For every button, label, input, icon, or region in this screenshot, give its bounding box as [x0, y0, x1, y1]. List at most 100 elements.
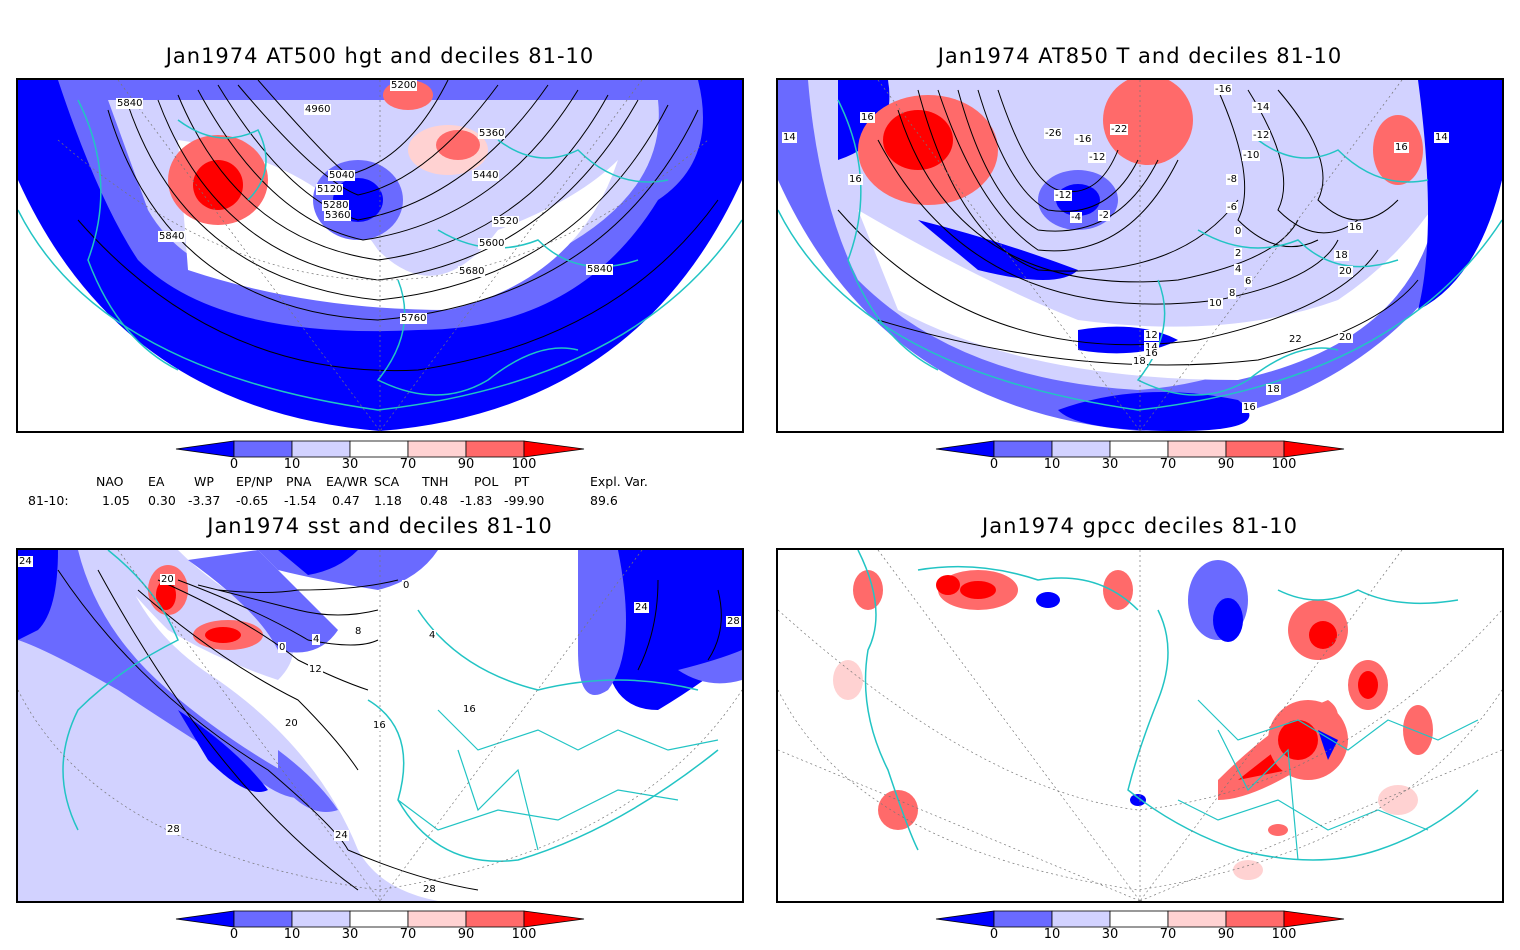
colorbar-swatch [523, 910, 585, 928]
colorbar-t850: 0 10 30 70 90 100 [932, 440, 1352, 480]
map-panel-t850: 14 16 16 -26 -16 -22 -12 -12 -16 -14 -12… [776, 78, 1504, 433]
colorbar-ticks: 0 10 30 70 90 100 [172, 457, 592, 473]
colorbar-tick: 30 [341, 927, 359, 942]
contour-label: -12 [1054, 190, 1073, 201]
index-value: 0.30 [148, 493, 176, 508]
contour-label: 5040 [328, 170, 356, 181]
contour-label: 18 [1132, 356, 1147, 367]
contour-label: 24 [18, 556, 33, 567]
panel-title-hgt500: Jan1974 AT500 hgt and deciles 81-10 [165, 44, 595, 68]
colorbar-swatch [175, 440, 235, 458]
colorbar-tick: 100 [1271, 927, 1297, 942]
colorbar-swatch [1167, 910, 1227, 928]
index-header: PNA [286, 474, 312, 489]
colorbar-swatch [993, 440, 1053, 458]
contour-label: -12 [1088, 152, 1107, 163]
colorbar-tick: 100 [511, 927, 537, 942]
colorbar-swatch [465, 910, 525, 928]
colorbar-tick: 10 [283, 927, 301, 942]
contour-label: -16 [1074, 134, 1093, 145]
index-value: 1.05 [102, 493, 130, 508]
panel-title-gpcc: Jan1974 gpcc deciles 81-10 [982, 514, 1298, 538]
contour-label: -12 [1252, 130, 1271, 141]
colorbar-tick: 0 [989, 457, 999, 472]
contour-label: -10 [1242, 150, 1261, 161]
colorbar-swatch [1051, 440, 1111, 458]
colorbar-tick: 90 [457, 927, 475, 942]
colorbar-swatch [233, 910, 293, 928]
contour-label: 5360 [478, 128, 506, 139]
contour-label: 14 [782, 132, 797, 143]
index-header: PT [514, 474, 530, 489]
contour-label: 4 [1234, 264, 1243, 275]
colorbar-swatches [175, 910, 585, 928]
index-value: -1.83 [460, 493, 493, 508]
contour-label: 14 [1144, 342, 1159, 353]
colorbar-swatch [1283, 910, 1345, 928]
colorbar-tick: 70 [399, 927, 417, 942]
contour-label: 5200 [390, 80, 418, 91]
index-value: -0.65 [236, 493, 269, 508]
map-panel-sst: 24 20 0 4 8 12 16 20 24 28 28 16 24 28 0… [16, 548, 744, 903]
colorbar-tick: 70 [399, 457, 417, 472]
index-value: -1.54 [284, 493, 317, 508]
contour-label: -8 [1226, 174, 1238, 185]
index-value: 89.6 [590, 493, 618, 508]
contour-label: -4 [1070, 212, 1082, 223]
colorbar-swatch [935, 440, 995, 458]
colorbar-tick: 30 [1101, 457, 1119, 472]
contour-label: 5760 [400, 313, 428, 324]
contour-label: 5120 [316, 184, 344, 195]
contour-label: 16 [1394, 142, 1409, 153]
colorbar-swatches [175, 440, 585, 458]
contour-label: 28 [422, 884, 437, 895]
index-header: POL [474, 474, 499, 489]
index-header: Expl. Var. [590, 474, 648, 489]
contour-label: 5680 [458, 266, 486, 277]
colorbar-tick: 0 [229, 457, 239, 472]
contour-label: 28 [166, 824, 181, 835]
contour-label: 20 [284, 718, 299, 729]
panel-title-sst: Jan1974 sst and deciles 81-10 [207, 514, 553, 538]
colorbar-hgt500: 0 10 30 70 90 100 [172, 440, 592, 480]
colorbar-sst: 0 10 30 70 90 100 [172, 910, 592, 950]
contour-label: 16 [462, 704, 477, 715]
colorbar-swatches [935, 910, 1345, 928]
contour-label: 16 [372, 720, 387, 731]
colorbar-tick: 10 [1043, 927, 1061, 942]
colorbar-swatch [1051, 910, 1111, 928]
map-panel-hgt500: 5840 4960 5200 5040 5120 5280 5360 5360 … [16, 78, 744, 433]
colorbar-ticks: 0 10 30 70 90 100 [172, 927, 592, 943]
colorbar-swatch [349, 910, 409, 928]
index-value: 1.18 [374, 493, 402, 508]
colorbar-swatch [1225, 910, 1285, 928]
contour-label: 14 [1434, 132, 1449, 143]
colorbar-tick: 70 [1159, 927, 1177, 942]
contour-label: 10 [1208, 298, 1223, 309]
colorbar-swatch [993, 910, 1053, 928]
colorbar-tick: 30 [1101, 927, 1119, 942]
colorbar-swatch [935, 910, 995, 928]
contour-label: 2 [1234, 248, 1243, 259]
colorbar-swatch [291, 440, 351, 458]
contour-label: -6 [1226, 202, 1238, 213]
colorbar-tick: 90 [1217, 457, 1235, 472]
contour-label: 28 [726, 616, 741, 627]
contour-label: 0 [1234, 226, 1243, 237]
contour-label: -14 [1252, 102, 1271, 113]
index-header: SCA [374, 474, 400, 489]
index-value: -99.90 [504, 493, 545, 508]
colorbar-tick: 10 [283, 457, 301, 472]
colorbar-swatch [523, 440, 585, 458]
colorbar-ticks: 0 10 30 70 90 100 [932, 457, 1352, 473]
index-header: EP/NP [236, 474, 273, 489]
index-header: EA/WR [326, 474, 368, 489]
contour-label: 20 [1338, 332, 1353, 343]
index-value: -3.37 [188, 493, 221, 508]
contour-label: 5360 [324, 210, 352, 221]
colorbar-tick: 10 [1043, 457, 1061, 472]
contour-label: 5840 [116, 98, 144, 109]
panel-title-t850: Jan1974 AT850 T and deciles 81-10 [937, 44, 1343, 68]
contour-label: 16 [1348, 222, 1363, 233]
colorbar-tick: 100 [1271, 457, 1297, 472]
